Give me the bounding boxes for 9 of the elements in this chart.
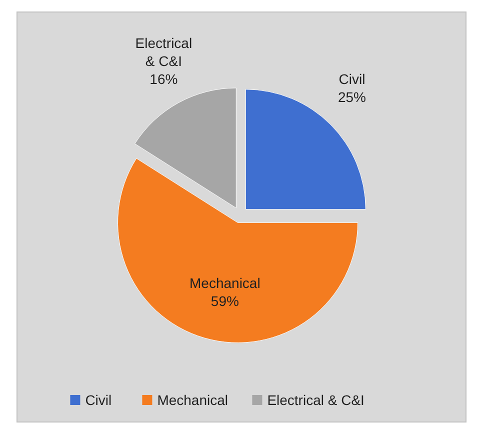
data-label: 59% xyxy=(210,292,239,309)
legend-label: Civil xyxy=(85,392,112,408)
slice-label: Civil xyxy=(338,70,366,87)
legend-label: Electrical & C&I xyxy=(267,392,364,408)
data-label: 16% xyxy=(150,71,178,88)
data-label: 25% xyxy=(338,88,366,105)
slice-label: Electrical & C&I xyxy=(135,35,192,70)
legend-label: Mechanical xyxy=(157,392,228,408)
slice-label: Mechanical xyxy=(190,274,260,291)
